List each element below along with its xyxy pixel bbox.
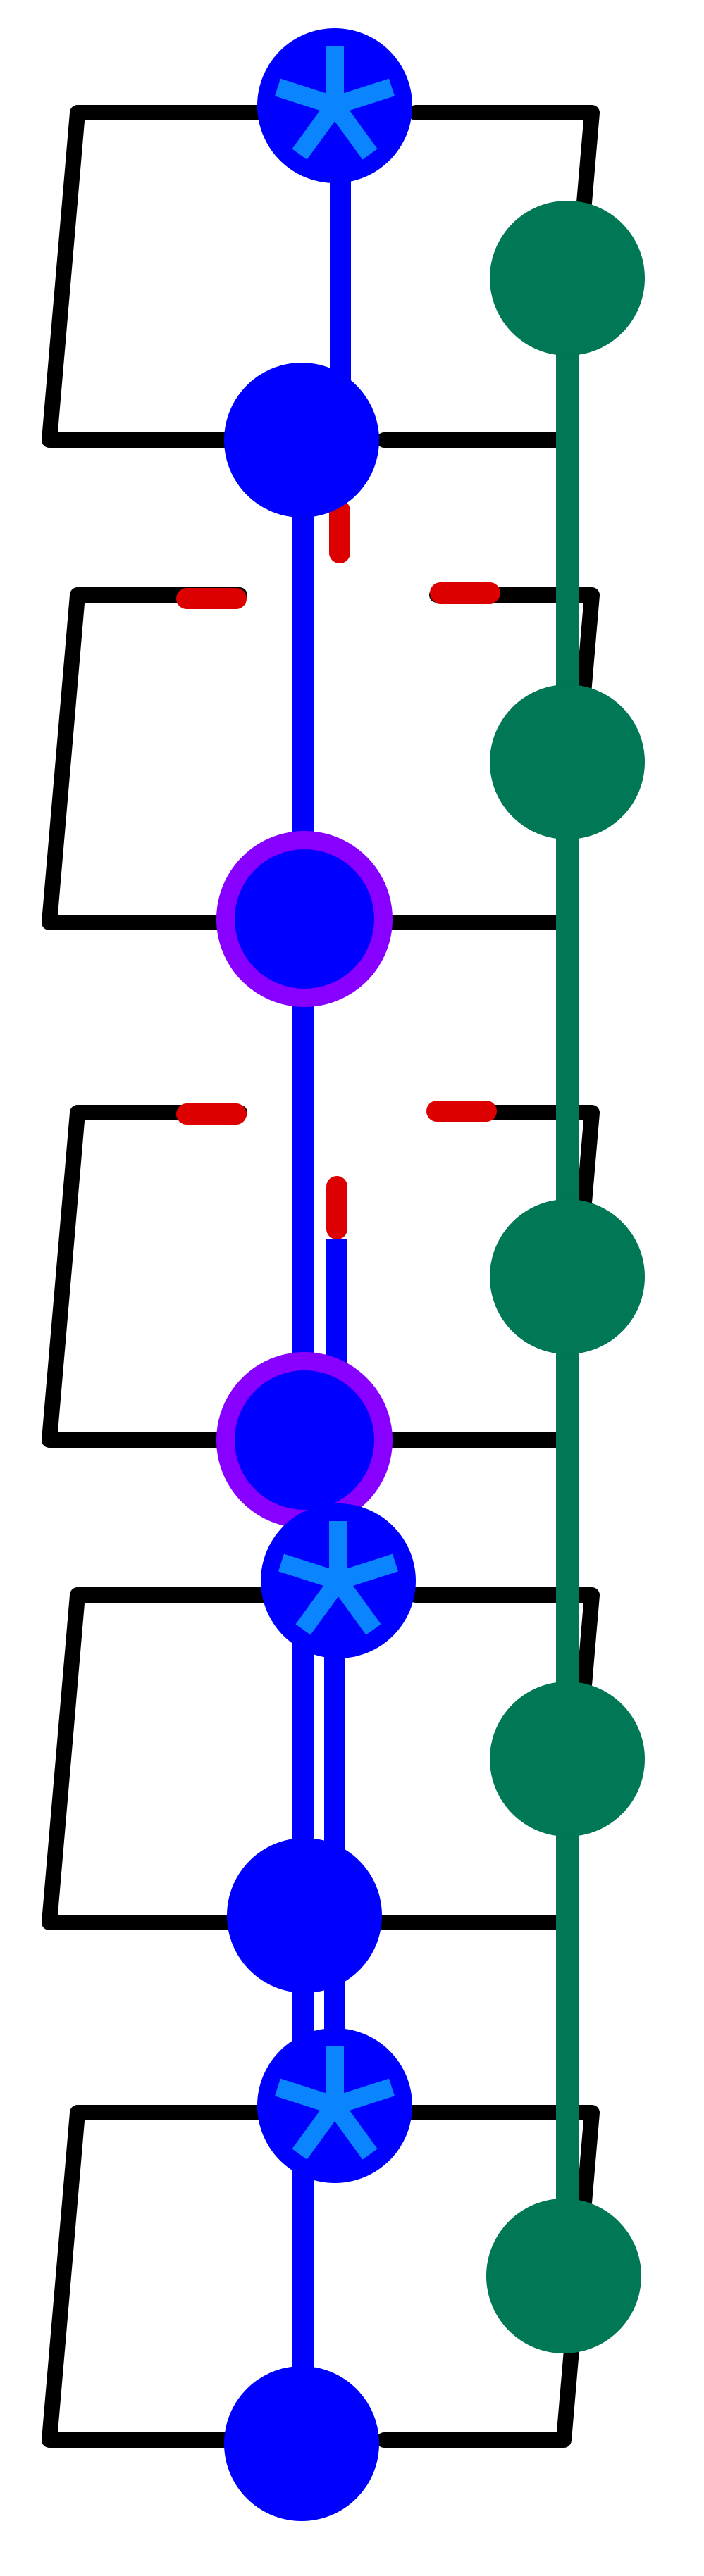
frame-left-bracket-4	[42, 1587, 276, 1930]
green-node	[490, 684, 645, 839]
star-node	[257, 2028, 412, 2183]
frame-left-bracket-2	[42, 587, 247, 930]
green-nodes	[486, 201, 645, 2353]
frame-left-bracket-5	[42, 2105, 268, 2448]
green-node	[486, 2199, 641, 2353]
ringed-node	[216, 831, 393, 1007]
asterisk-icon	[275, 2046, 395, 2160]
asterisk-icon	[275, 46, 395, 160]
blue-node	[227, 1838, 382, 1993]
blue-nodes	[216, 28, 416, 2521]
frame-left-bracket-1	[42, 105, 276, 448]
green-node	[490, 1199, 645, 1354]
frame-left-bracket-3	[42, 1105, 247, 1448]
red-marks	[176, 500, 500, 1239]
green-node	[490, 201, 645, 356]
blue-node	[224, 363, 379, 518]
ringed-node	[216, 1352, 393, 1528]
frame-left-brackets	[42, 105, 276, 2448]
star-node	[257, 28, 412, 183]
star-node	[261, 1503, 416, 1658]
green-node	[490, 1682, 645, 1837]
blue-node	[224, 2366, 379, 2521]
asterisk-icon	[278, 1521, 398, 1635]
